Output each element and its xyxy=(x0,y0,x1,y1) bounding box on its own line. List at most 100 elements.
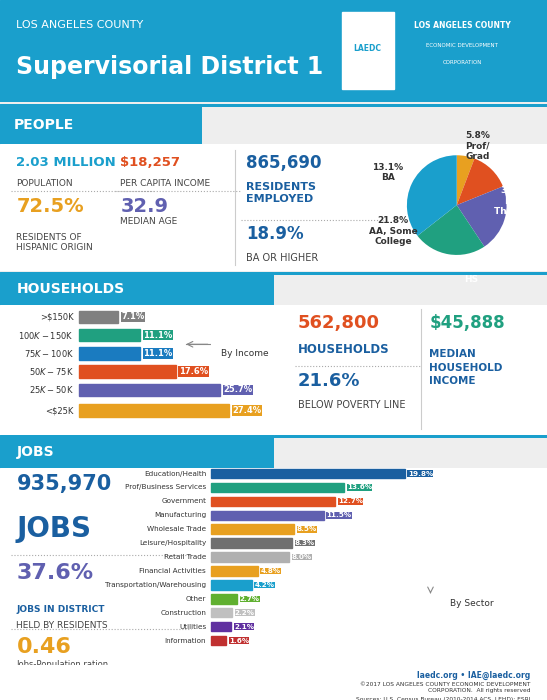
Bar xyxy=(211,342,279,365)
Text: 11.1%: 11.1% xyxy=(143,330,172,340)
Text: Prof/Business Services: Prof/Business Services xyxy=(125,484,206,491)
Bar xyxy=(211,496,335,506)
Text: JOBS: JOBS xyxy=(16,445,54,459)
Text: 27.4%: 27.4% xyxy=(232,406,261,415)
Bar xyxy=(211,510,323,520)
Text: 23.8%
HS: 23.8% HS xyxy=(455,264,486,284)
Text: JOBS IN DISTRICT: JOBS IN DISTRICT xyxy=(16,605,105,614)
Text: 25.7%: 25.7% xyxy=(223,385,252,394)
Text: By Sector: By Sector xyxy=(450,598,494,608)
Text: RESIDENTS
EMPLOYED: RESIDENTS EMPLOYED xyxy=(246,182,316,204)
Text: 4.2%: 4.2% xyxy=(254,582,275,588)
Text: Retail Trade: Retail Trade xyxy=(164,554,206,560)
Text: 1.6%: 1.6% xyxy=(229,638,249,643)
Text: 11.5%: 11.5% xyxy=(326,512,351,518)
Bar xyxy=(211,594,237,603)
Text: Financial Activities: Financial Activities xyxy=(139,568,206,574)
Text: HELD BY RESIDENTS: HELD BY RESIDENTS xyxy=(16,621,108,630)
Wedge shape xyxy=(457,186,507,246)
Wedge shape xyxy=(417,205,484,255)
Text: $25K-$50K: $25K-$50K xyxy=(29,384,74,395)
Text: 72.5%: 72.5% xyxy=(16,197,84,216)
Bar xyxy=(211,580,252,589)
Text: HOUSEHOLDS: HOUSEHOLDS xyxy=(16,282,125,296)
Text: JOBS: JOBS xyxy=(16,515,91,543)
Text: $100K-$150K: $100K-$150K xyxy=(19,330,74,341)
Text: <$25K: <$25K xyxy=(45,406,74,415)
Text: 2.2%: 2.2% xyxy=(235,610,255,616)
Text: 935,970: 935,970 xyxy=(16,474,112,494)
Text: $75K-$100K: $75K-$100K xyxy=(24,348,74,359)
Text: BELOW POVERTY LINE: BELOW POVERTY LINE xyxy=(298,400,406,410)
Text: BA OR HIGHER: BA OR HIGHER xyxy=(246,253,318,263)
Bar xyxy=(79,311,118,323)
Wedge shape xyxy=(457,155,474,205)
Text: PEOPLE: PEOPLE xyxy=(14,118,74,132)
Text: 8.3%: 8.3% xyxy=(295,540,315,546)
Text: 12.7%: 12.7% xyxy=(338,498,363,505)
Text: Jobs-Population ration: Jobs-Population ration xyxy=(16,660,108,669)
Bar xyxy=(79,384,220,396)
Text: Wholesale Trade: Wholesale Trade xyxy=(147,526,206,532)
Text: 21.6%: 21.6% xyxy=(298,372,360,390)
Text: 2.03 MILLION: 2.03 MILLION xyxy=(16,156,116,169)
Text: Sources: U.S. Census Bureau (2010-2014 ACS, LEHD); ESRI: Sources: U.S. Census Bureau (2010-2014 A… xyxy=(356,697,531,700)
Text: HOUSEHOLDS: HOUSEHOLDS xyxy=(298,343,390,356)
Text: >$150K: >$150K xyxy=(40,312,74,321)
Text: 18.9%: 18.9% xyxy=(246,225,304,243)
Text: POPULATION: POPULATION xyxy=(16,179,73,188)
Text: Information: Information xyxy=(165,638,206,643)
Text: Leisure/Hospitality: Leisure/Hospitality xyxy=(139,540,206,546)
Text: 35.6%
Less
Than HS: 35.6% Less Than HS xyxy=(494,186,537,216)
Text: 8.5%: 8.5% xyxy=(297,526,317,532)
Text: Transportation/Warehousing: Transportation/Warehousing xyxy=(105,582,206,588)
Text: MEDIAN AGE: MEDIAN AGE xyxy=(120,218,178,226)
Text: 21.8%
AA, Some
College: 21.8% AA, Some College xyxy=(369,216,417,246)
Bar xyxy=(211,608,232,617)
Bar xyxy=(211,524,294,534)
Text: LOS ANGELES COUNTY: LOS ANGELES COUNTY xyxy=(16,20,144,30)
Text: 2.1%: 2.1% xyxy=(234,624,254,629)
Bar xyxy=(211,566,258,575)
Text: By Income: By Income xyxy=(221,349,269,358)
Text: Utilities: Utilities xyxy=(179,624,206,629)
Text: $45,888: $45,888 xyxy=(429,314,505,332)
Text: 17.6%: 17.6% xyxy=(179,367,208,376)
Text: 5.8%
Prof/
Grad: 5.8% Prof/ Grad xyxy=(465,132,490,161)
Text: 13.1%
BA: 13.1% BA xyxy=(373,163,404,183)
Text: 32.9: 32.9 xyxy=(120,197,168,216)
Bar xyxy=(79,405,229,416)
Text: 0.46: 0.46 xyxy=(16,636,71,657)
Bar xyxy=(211,636,226,645)
Text: $18,257: $18,257 xyxy=(120,156,181,169)
Text: 865,690: 865,690 xyxy=(246,154,322,172)
Text: PER CAPITA INCOME: PER CAPITA INCOME xyxy=(120,179,211,188)
Text: Education/Health: Education/Health xyxy=(144,470,206,477)
Bar xyxy=(211,469,405,478)
Text: Government: Government xyxy=(161,498,206,505)
Text: CORPORATION: CORPORATION xyxy=(443,60,482,65)
Bar xyxy=(211,552,289,562)
Text: $50K-$75K: $50K-$75K xyxy=(29,366,74,377)
Text: 562,800: 562,800 xyxy=(298,314,380,332)
Text: MEDIAN
HOUSEHOLD
INCOME: MEDIAN HOUSEHOLD INCOME xyxy=(429,349,503,386)
Text: 8.0%: 8.0% xyxy=(292,554,312,560)
Text: 11.1%: 11.1% xyxy=(143,349,172,358)
Bar xyxy=(79,347,140,360)
Wedge shape xyxy=(407,155,457,236)
Bar xyxy=(211,483,344,492)
Text: 13.6%: 13.6% xyxy=(347,484,372,491)
Text: ©2017 LOS ANGELES COUNTY ECONOMIC DEVELOPMENT
CORPORATION.  All rights reserved: ©2017 LOS ANGELES COUNTY ECONOMIC DEVELO… xyxy=(360,682,531,693)
Text: 2.7%: 2.7% xyxy=(240,596,260,602)
Bar xyxy=(79,329,140,342)
Text: Construction: Construction xyxy=(160,610,206,616)
Text: RESIDENTS OF
HISPANIC ORIGIN: RESIDENTS OF HISPANIC ORIGIN xyxy=(16,232,93,252)
Bar xyxy=(211,538,292,548)
Text: Manufacturing: Manufacturing xyxy=(154,512,206,518)
Text: 37.6%: 37.6% xyxy=(16,563,94,583)
Bar xyxy=(342,12,394,90)
Text: 4.8%: 4.8% xyxy=(260,568,281,574)
Text: Other: Other xyxy=(186,596,206,602)
Bar xyxy=(79,365,176,378)
Text: 19.8%: 19.8% xyxy=(408,470,433,477)
